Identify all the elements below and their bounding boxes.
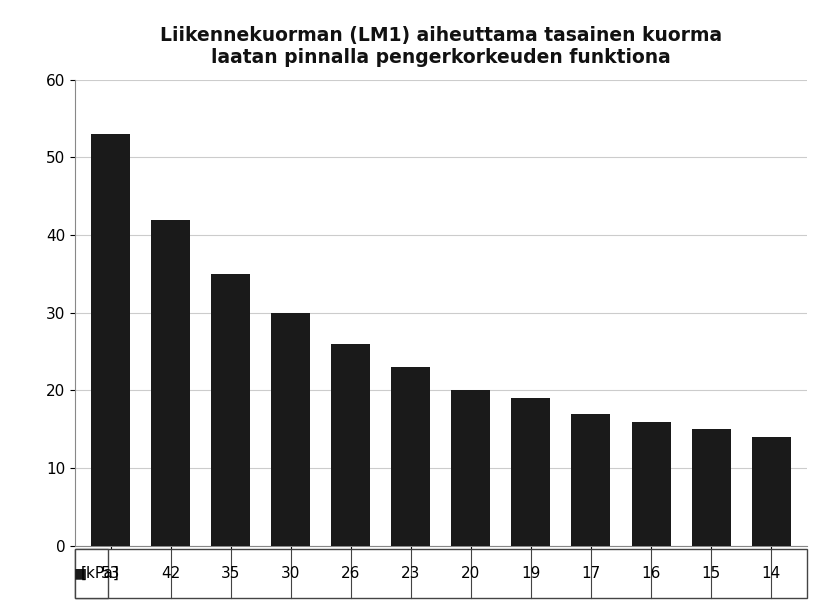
Text: 19: 19	[522, 566, 541, 581]
Bar	[92, 134, 131, 546]
Bar	[211, 274, 250, 546]
Bar	[391, 367, 430, 546]
Bar	[572, 414, 611, 546]
Text: 14: 14	[761, 566, 780, 581]
Text: ■: ■	[74, 566, 87, 581]
Bar	[331, 344, 370, 546]
Bar	[691, 429, 730, 546]
Bar	[751, 437, 790, 546]
Text: 42: 42	[161, 566, 181, 581]
Text: [kPa]: [kPa]	[81, 566, 120, 581]
Text: 35: 35	[221, 566, 240, 581]
Bar	[631, 422, 671, 546]
Bar	[512, 398, 551, 546]
Text: 30: 30	[281, 566, 300, 581]
Bar	[452, 390, 491, 546]
Bar	[151, 219, 191, 546]
Bar	[271, 313, 310, 546]
Text: 15: 15	[701, 566, 721, 581]
Text: 16: 16	[641, 566, 661, 581]
Text: 53: 53	[102, 566, 121, 581]
Text: 17: 17	[582, 566, 601, 581]
Text: 26: 26	[341, 566, 360, 581]
Text: 23: 23	[401, 566, 421, 581]
Text: 20: 20	[461, 566, 481, 581]
Title: Liikennekuorman (LM1) aiheuttama tasainen kuorma
laatan pinnalla pengerkorkeuden: Liikennekuorman (LM1) aiheuttama tasaine…	[160, 26, 722, 67]
Bar	[75, 549, 108, 598]
